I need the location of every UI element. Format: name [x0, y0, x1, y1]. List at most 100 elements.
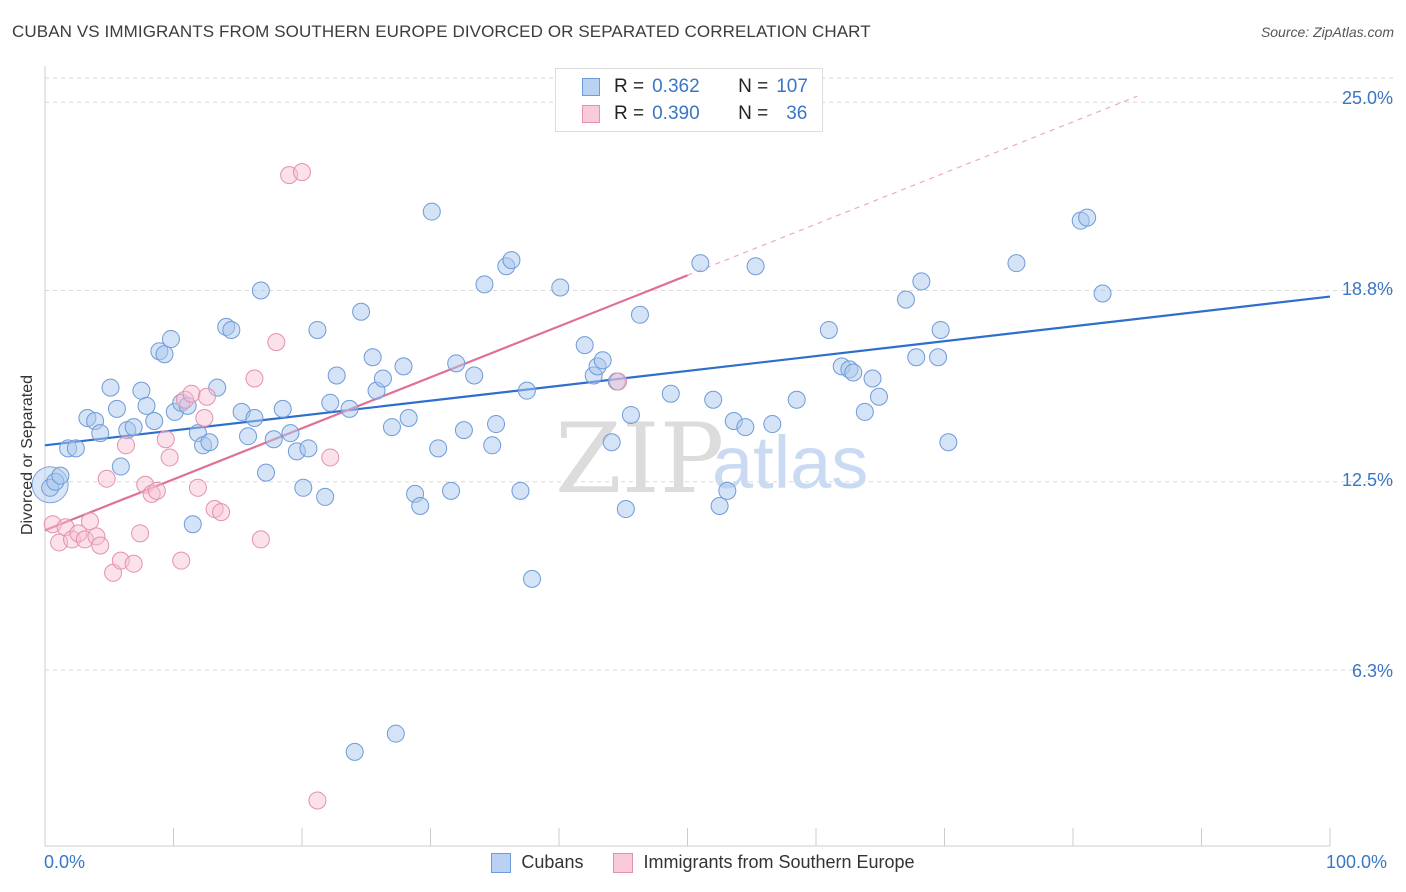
trend-line-southern-europe-extension [687, 95, 1138, 276]
y-tick-label-6-3: 6.3% [1351, 661, 1393, 681]
source-label: Source: ZipAtlas.com [1260, 24, 1394, 40]
southern-europe-point [142, 484, 161, 503]
cuban-point [91, 424, 110, 443]
cuban-point [442, 481, 461, 500]
cuban-point [316, 487, 335, 506]
cuban-point [931, 320, 950, 339]
cuban-point [222, 320, 241, 339]
cuban-point [1078, 208, 1097, 227]
cuban-point [137, 396, 156, 415]
legend-item-cubans[interactable]: Cubans [491, 852, 583, 873]
legend-r-label: R = [614, 76, 645, 97]
cuban-point [394, 357, 413, 376]
cuban-point [896, 290, 915, 309]
watermark-atlas: atlas [712, 421, 868, 504]
y-tick-label-12-5: 12.5% [1341, 470, 1393, 490]
southern-europe-point [245, 369, 264, 388]
legend-n-value: 107 [776, 76, 808, 97]
cuban-point [602, 433, 621, 452]
legend-swatch-pink [582, 105, 600, 123]
cuban-point [308, 320, 327, 339]
cuban-point [111, 457, 130, 476]
cuban-point [869, 387, 888, 406]
southern-europe-point [609, 372, 628, 391]
cuban-point [844, 363, 863, 382]
cuban-point [661, 384, 680, 403]
bottom-legend: Cubans Immigrants from Southern Europe [0, 852, 1406, 873]
watermark-zip: ZIP [555, 403, 724, 515]
southern-europe-point [197, 387, 216, 406]
y-axis-label: Divorced or Separated [19, 374, 36, 536]
southern-europe-point [160, 448, 179, 467]
southern-europe-point [267, 333, 286, 352]
cuban-point [327, 366, 346, 385]
chart-title: CUBAN VS IMMIGRANTS FROM SOUTHERN EUROPE… [12, 22, 871, 41]
x-tick-label-max: 100.0% [1326, 852, 1388, 872]
cuban-point [907, 348, 926, 367]
cuban-point [373, 369, 392, 388]
axes [44, 66, 1331, 847]
cuban-point [621, 405, 640, 424]
legend-r-value: 0.362 [652, 76, 700, 97]
cuban-point [145, 412, 164, 431]
cuban-point [704, 390, 723, 409]
southern-europe-point [195, 408, 214, 427]
cuban-point [352, 302, 371, 321]
southern-europe-point [131, 524, 150, 543]
cuban-point [257, 463, 276, 482]
cuban-point [746, 257, 765, 276]
legend-label-southern-europe: Immigrants from Southern Europe [643, 852, 915, 872]
cuban-point [429, 439, 448, 458]
cuban-point [523, 569, 542, 588]
y-tick-label-25: 25.0% [1341, 88, 1393, 108]
southern-europe-point [124, 554, 143, 573]
cuban-point [294, 478, 313, 497]
southern-europe-point [156, 430, 175, 449]
cuban-point [107, 399, 126, 418]
southern-europe-point [87, 527, 106, 546]
cubans-points [31, 202, 1112, 761]
cuban-point [299, 439, 318, 458]
southern-europe-point [212, 503, 231, 522]
cuban-point [345, 742, 364, 761]
cuban-point [819, 320, 838, 339]
cuban-point [161, 330, 180, 349]
southern-europe-point [188, 478, 207, 497]
trend-line-southern-europe [44, 274, 688, 532]
southern-europe-point [321, 448, 340, 467]
cuban-point [281, 424, 300, 443]
southern-europe-point [251, 530, 270, 549]
cuban-point [551, 278, 570, 297]
cuban-point [363, 348, 382, 367]
cuban-point [929, 348, 948, 367]
cuban-point [155, 345, 174, 364]
cuban-point [132, 381, 151, 400]
cuban-point [208, 378, 227, 397]
cuban-point [465, 366, 484, 385]
cuban-point [912, 272, 931, 291]
watermark: ZIP atlas [555, 403, 868, 515]
cuban-point [502, 251, 521, 270]
cuban-point [517, 381, 536, 400]
cuban-point [863, 369, 882, 388]
legend-row-southern-europe: R = 0.390 N = 36 [582, 103, 807, 125]
legend-item-southern-europe[interactable]: Immigrants from Southern Europe [613, 852, 915, 873]
cuban-point [51, 466, 70, 485]
cuban-point [855, 402, 874, 421]
cuban-point [245, 408, 264, 427]
cuban-point [511, 481, 530, 500]
southern-europe-point [91, 536, 110, 555]
cuban-point [321, 393, 340, 412]
correlation-legend: R = 0.362 N = 107 R = 0.390 N = 36 [555, 68, 823, 132]
cuban-point [399, 408, 418, 427]
southern-europe-point [97, 469, 116, 488]
southern-europe-point [182, 384, 201, 403]
cuban-point [763, 415, 782, 434]
southern-europe-point [308, 791, 327, 810]
cuban-point [183, 515, 202, 534]
legend-row-cubans: R = 0.362 N = 107 [582, 76, 808, 98]
cuban-point [475, 275, 494, 294]
cuban-point [1093, 284, 1112, 303]
southern-europe-point [293, 163, 311, 182]
